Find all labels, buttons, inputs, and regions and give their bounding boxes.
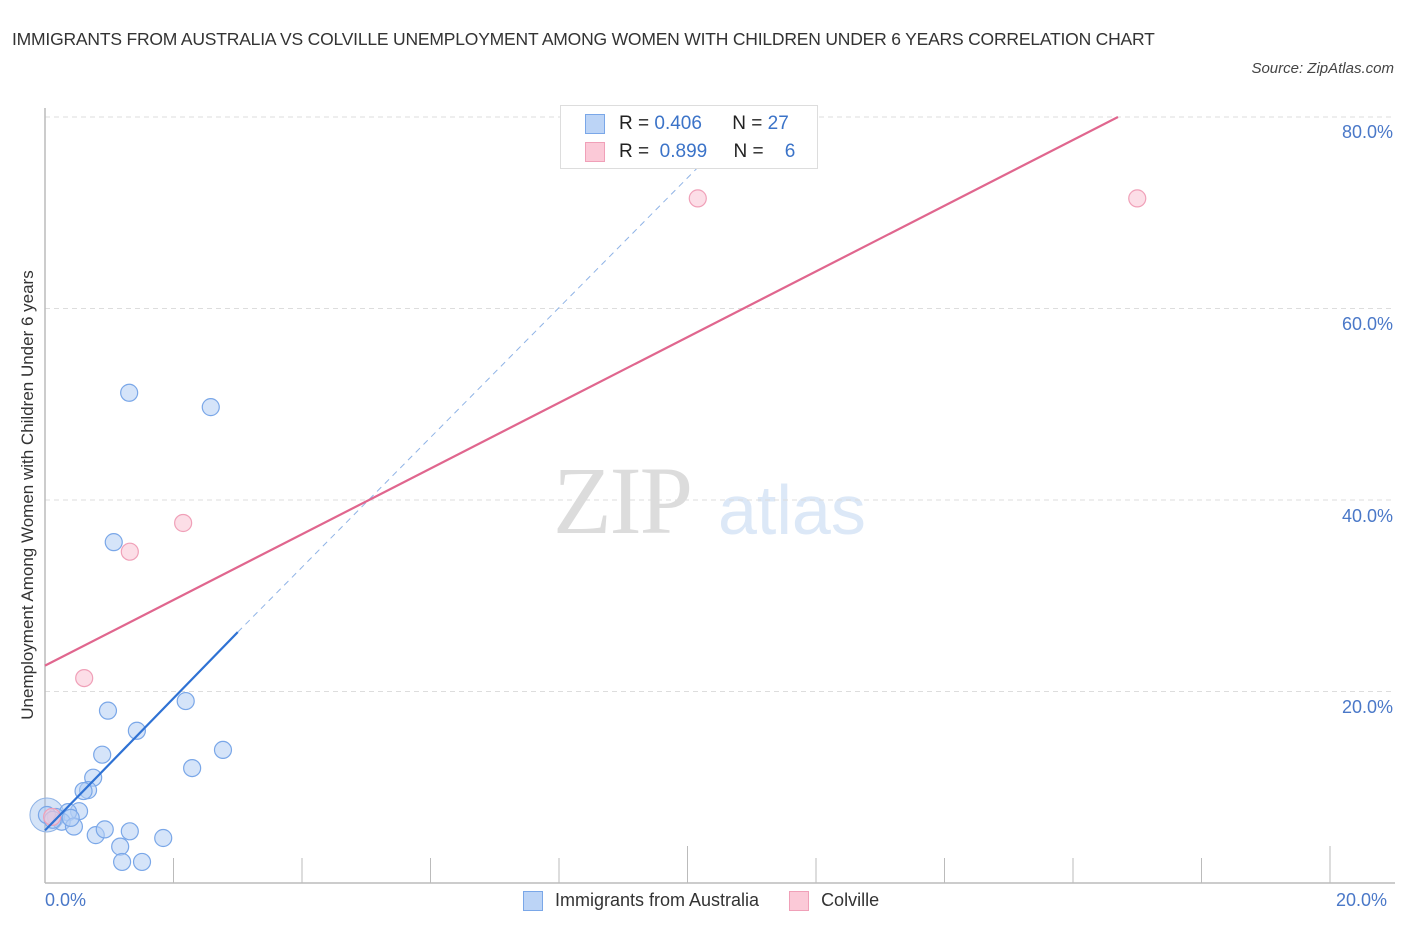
r-value: 0.406 xyxy=(654,113,702,134)
blue-trendline-extension xyxy=(237,164,701,633)
y-tick-60: 60.0% xyxy=(1341,314,1393,334)
data-point-colville xyxy=(75,668,94,688)
x-tick-20: 20.0% xyxy=(1336,890,1388,910)
blue-trendline xyxy=(44,631,239,832)
y-tick-80: 80.0% xyxy=(1341,122,1393,142)
series-legend: Immigrants from Australia Colville xyxy=(523,890,909,911)
r-label: R = xyxy=(619,113,650,134)
data-point-australia xyxy=(154,828,173,848)
data-point-australia xyxy=(132,852,152,872)
data-point-colville xyxy=(174,513,193,533)
data-point-australia xyxy=(120,822,139,841)
data-points xyxy=(29,189,1147,872)
source-label: Source: ZipAtlas.com xyxy=(1251,60,1394,77)
legend-label: Immigrants from Australia xyxy=(555,890,760,910)
data-point-australia xyxy=(213,740,233,760)
legend-row-australia: R = 0.406 N = 27 xyxy=(585,112,789,136)
n-label: N = xyxy=(733,141,764,162)
n-label: N = xyxy=(732,113,763,134)
pink-trendline xyxy=(44,116,1119,667)
data-point-australia xyxy=(183,758,202,778)
data-point-australia xyxy=(98,701,118,720)
data-point-colville xyxy=(688,189,707,208)
data-point-australia xyxy=(104,533,123,552)
data-point-australia xyxy=(93,745,112,764)
legend-item-colville[interactable]: Colville xyxy=(789,890,879,911)
data-point-australia xyxy=(95,820,114,839)
data-point-colville xyxy=(1128,189,1147,208)
axes xyxy=(44,108,1395,884)
pink-swatch-icon xyxy=(789,890,810,911)
legend-row-colville: R = 0.899 N = 6 xyxy=(585,140,795,164)
pink-swatch-icon xyxy=(585,142,605,162)
r-value: 0.899 xyxy=(659,141,708,162)
x-tick-0: 0.0% xyxy=(45,890,87,910)
blue-swatch-icon xyxy=(523,890,543,911)
gridlines xyxy=(45,116,1395,692)
n-value: 6 xyxy=(784,141,796,162)
y-tick-20: 20.0% xyxy=(1341,697,1393,717)
data-point-australia xyxy=(201,398,220,417)
legend-label: Colville xyxy=(821,890,880,910)
correlation-legend: R = 0.406 N = 27 R = 0.899 N = 6 xyxy=(560,105,818,169)
data-point-australia xyxy=(61,808,80,827)
n-value: 27 xyxy=(767,113,789,134)
data-point-australia xyxy=(120,383,139,402)
blue-swatch-icon xyxy=(585,114,605,134)
watermark-atlas: atlas xyxy=(718,471,866,549)
trendlines xyxy=(44,116,1119,667)
y-axis-label: Unemployment Among Women with Children U… xyxy=(18,270,37,720)
r-label: R = xyxy=(619,141,650,162)
data-point-colville xyxy=(120,542,139,561)
y-tick-40: 40.0% xyxy=(1341,506,1393,526)
chart-title: IMMIGRANTS FROM AUSTRALIA VS COLVILLE UN… xyxy=(12,29,1155,49)
data-point-australia xyxy=(111,837,130,856)
data-point-australia xyxy=(112,852,132,872)
legend-item-australia[interactable]: Immigrants from Australia xyxy=(523,890,759,911)
data-point-australia xyxy=(127,721,146,740)
data-point-colville xyxy=(42,807,62,827)
data-point-australia xyxy=(176,691,195,711)
